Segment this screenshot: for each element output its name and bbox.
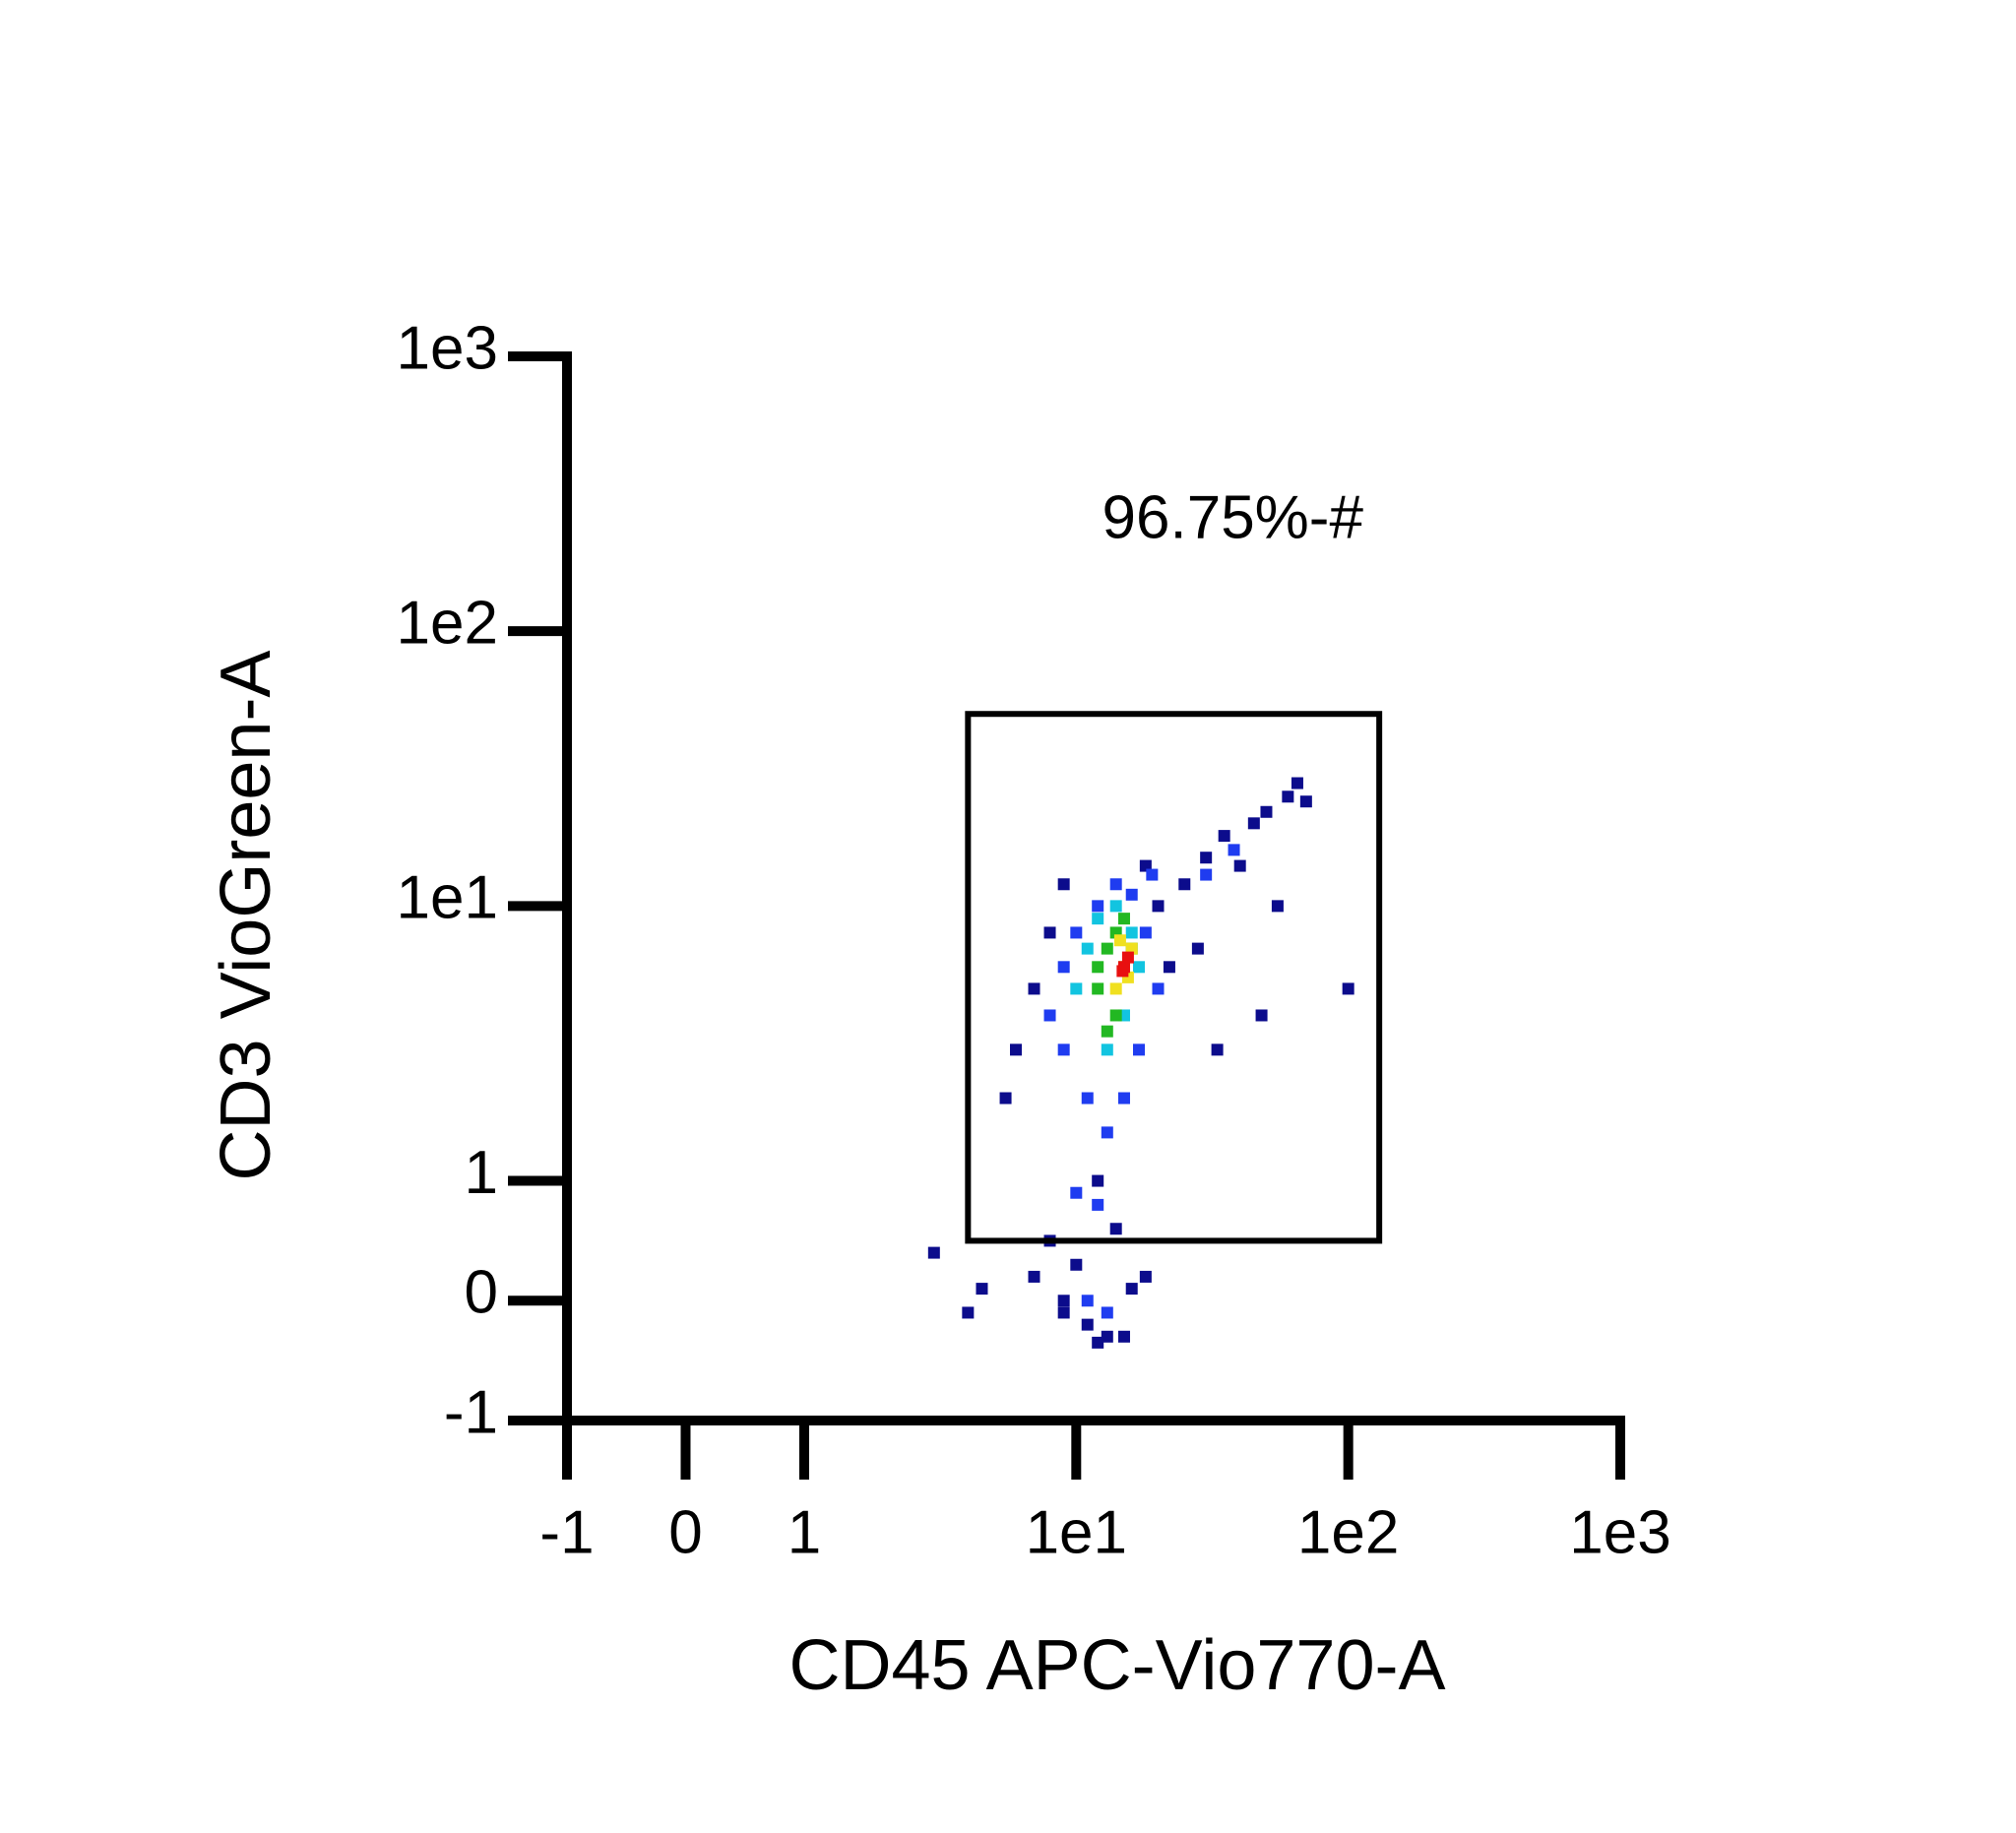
data-point xyxy=(1101,942,1113,955)
y-tick-label: -1 xyxy=(444,1378,498,1446)
data-point xyxy=(1146,868,1159,881)
data-point xyxy=(1152,982,1165,995)
data-point xyxy=(1101,1126,1113,1139)
data-point xyxy=(1081,942,1094,955)
data-point xyxy=(1218,830,1230,843)
data-point xyxy=(1125,1283,1138,1296)
data-point xyxy=(1282,790,1294,803)
data-point xyxy=(1081,1092,1094,1105)
gate-label: 96.75%-# xyxy=(1102,484,1364,552)
data-point xyxy=(1057,1043,1070,1056)
data-point xyxy=(1057,878,1070,891)
x-tick-label: 1e3 xyxy=(1569,1498,1670,1566)
y-tick-label: 1e2 xyxy=(397,590,498,658)
data-point xyxy=(1211,1043,1224,1056)
data-point xyxy=(1291,777,1303,790)
data-point xyxy=(1070,1186,1083,1199)
data-point xyxy=(1191,942,1204,955)
x-axis-title: CD45 APC-Vio770-A xyxy=(788,1626,1445,1705)
data-point xyxy=(1070,926,1083,939)
data-point xyxy=(1117,1330,1130,1343)
data-point xyxy=(1109,900,1122,913)
data-point xyxy=(962,1306,975,1319)
gate xyxy=(965,711,1383,1244)
data-point xyxy=(1152,900,1165,913)
data-point xyxy=(1247,817,1260,830)
data-point xyxy=(1057,961,1070,974)
y-axis-title: CD3 VioGreen-A xyxy=(207,651,285,1181)
data-point xyxy=(1228,844,1240,856)
data-point xyxy=(1109,982,1122,995)
y-tick-label: 0 xyxy=(465,1259,498,1327)
data-point xyxy=(1200,868,1213,881)
data-point xyxy=(1092,961,1104,974)
data-point xyxy=(1117,1092,1130,1105)
data-point xyxy=(1109,1009,1122,1022)
data-point xyxy=(1092,1198,1104,1211)
data-point xyxy=(1117,913,1130,925)
data-point xyxy=(1092,982,1104,995)
data-point xyxy=(1260,805,1273,818)
data-point xyxy=(1342,982,1354,995)
data-point xyxy=(1109,1223,1122,1235)
data-point xyxy=(1070,1258,1083,1271)
data-point xyxy=(1092,1336,1104,1349)
x-tick-label: 0 xyxy=(668,1498,702,1566)
data-point xyxy=(1139,926,1152,939)
data-point xyxy=(1271,900,1284,913)
data-point xyxy=(1299,795,1312,808)
data-point xyxy=(1092,1174,1104,1187)
data-point xyxy=(1121,951,1134,964)
data-point xyxy=(1028,982,1040,995)
data-point xyxy=(1255,1009,1268,1022)
x-tick-label: 1e1 xyxy=(1026,1498,1127,1566)
x-tick-label: 1e2 xyxy=(1297,1498,1399,1566)
data-point xyxy=(1101,1306,1113,1319)
data-point xyxy=(1057,1295,1070,1307)
data-point xyxy=(1113,934,1126,947)
x-tick-label: 1 xyxy=(788,1498,821,1566)
y-tick-label: 1e1 xyxy=(397,864,498,932)
data-point xyxy=(1101,1025,1113,1038)
data-point xyxy=(1010,1043,1023,1056)
data-point xyxy=(1200,852,1213,864)
data-point xyxy=(927,1246,940,1259)
y-tick-label: 1 xyxy=(465,1139,498,1207)
data-point xyxy=(1125,888,1138,901)
data-point xyxy=(1139,1270,1152,1283)
data-point xyxy=(1132,1043,1145,1056)
data-point xyxy=(1092,913,1104,925)
data-point xyxy=(999,1092,1012,1105)
data-point xyxy=(1163,961,1175,974)
data-point xyxy=(976,1283,988,1296)
data-point xyxy=(1043,926,1056,939)
data-point xyxy=(1132,961,1145,974)
data-point xyxy=(1081,1295,1094,1307)
data-point xyxy=(1178,878,1191,891)
data-point xyxy=(1081,1318,1094,1331)
data-point xyxy=(1092,900,1104,913)
x-tick-label: -1 xyxy=(539,1498,594,1566)
data-point xyxy=(1101,1043,1113,1056)
data-point xyxy=(1116,965,1129,978)
data-point xyxy=(1233,859,1246,872)
data-point xyxy=(1043,1009,1056,1022)
data-point xyxy=(1028,1270,1040,1283)
data-point xyxy=(1101,1330,1113,1343)
y-tick-label: 1e3 xyxy=(397,314,498,382)
data-point xyxy=(1070,982,1083,995)
data-point xyxy=(1057,1306,1070,1319)
data-point xyxy=(1109,878,1122,891)
data-point xyxy=(1125,926,1138,939)
